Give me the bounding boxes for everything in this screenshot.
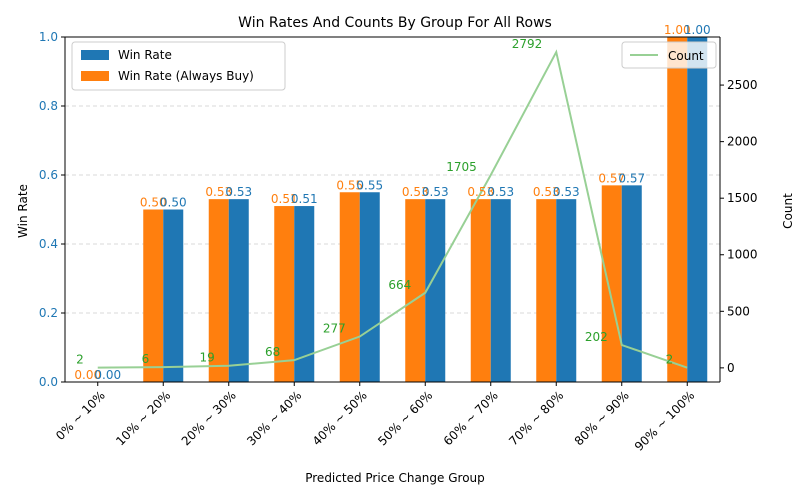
bar-win-rate-always-buy (274, 206, 295, 382)
y-tick-label: 1.0 (39, 30, 58, 44)
y2-tick-label: 1000 (727, 248, 758, 262)
x-tick-label: 20% ~ 30% (179, 388, 239, 448)
bar-label-win-rate: 0.53 (422, 185, 449, 199)
x-tick-label: 0% ~ 10% (53, 388, 108, 443)
x-tick-label: 50% ~ 60% (375, 388, 435, 448)
bar-win-rate-always-buy (208, 199, 229, 382)
bar-label-win-rate: 0.53 (225, 185, 252, 199)
bar-win-rate-always-buy (339, 192, 360, 382)
x-tick-label: 60% ~ 70% (441, 388, 501, 448)
bar-label-win-rate: 0.53 (487, 185, 514, 199)
y2-tick-label: 2000 (727, 135, 758, 149)
legend-frame (71, 41, 286, 91)
x-tick-label: 30% ~ 40% (244, 388, 304, 448)
y-axis-title: Win Rate (16, 184, 30, 238)
bar-win-rate (163, 209, 184, 382)
bar-win-rate-always-buy (143, 209, 164, 382)
bar-label-always-buy: 0.53 (533, 185, 560, 199)
legend-frame (621, 41, 717, 69)
y-tick-label: 0.6 (39, 168, 58, 182)
y-tick-label: 0.2 (39, 306, 58, 320)
bar-win-rate (556, 199, 577, 382)
legend-label-win-rate: Win Rate (118, 48, 172, 62)
legend-swatch-win-rate (81, 50, 109, 60)
x-tick-label: 90% ~ 100% (632, 388, 698, 454)
bar-win-rate (294, 206, 315, 382)
count-label: 202 (585, 330, 608, 344)
y2-tick-label: 2500 (727, 78, 758, 92)
y2-axis-title: Count (781, 193, 795, 229)
x-tick-label: 40% ~ 50% (310, 388, 370, 448)
bar-win-rate-always-buy (405, 199, 426, 382)
count-label: 277 (323, 322, 346, 336)
bar-label-always-buy: 0.50 (140, 196, 167, 210)
y2-tick-label: 0 (727, 361, 735, 375)
x-axis-title: Predicted Price Change Group (305, 471, 485, 485)
x-tick-label: 70% ~ 80% (506, 388, 566, 448)
bar-win-rate (425, 199, 446, 382)
bar-label-always-buy: 0.53 (205, 185, 232, 199)
bar-label-always-buy: 0.53 (467, 185, 494, 199)
data-labels: 0.000.000.500.500.530.53 0.510.510.550.55… (74, 23, 710, 382)
bars (143, 37, 708, 382)
count-label: 2 (666, 353, 674, 367)
count-line-path (97, 49, 688, 369)
bar-label-always-buy: 0.53 (402, 185, 429, 199)
bar-label-always-buy: 0.00 (74, 368, 101, 382)
legend-win-rate: Win Rate Win Rate (Always Buy) (71, 41, 286, 91)
bar-win-rate (621, 185, 642, 382)
x-tick-label: 10% ~ 20% (113, 388, 173, 448)
count-label: 1705 (446, 160, 477, 174)
x-tick-label: 80% ~ 90% (572, 388, 632, 448)
count-label: 2 (76, 353, 84, 367)
bar-win-rate-always-buy (470, 199, 491, 382)
bar-win-rate (687, 37, 708, 382)
bar-label-win-rate: 0.55 (356, 178, 383, 192)
bar-label-always-buy: 0.55 (336, 178, 363, 192)
count-label: 664 (388, 278, 411, 292)
legend-label-always-buy: Win Rate (Always Buy) (118, 69, 254, 83)
bar-label-win-rate: 0.00 (94, 368, 121, 382)
y-tick-label: 0.4 (39, 237, 58, 251)
y-tick-label: 0.8 (39, 99, 58, 113)
chart-title: Win Rates And Counts By Group For All Ro… (238, 15, 552, 31)
bar-label-always-buy: 1.00 (664, 23, 691, 37)
bar-win-rate-always-buy (536, 199, 557, 382)
legend-swatch-always-buy (81, 71, 109, 81)
bar-label-always-buy: 0.57 (598, 171, 625, 185)
bar-win-rate-always-buy (601, 185, 622, 382)
bar-win-rate (490, 199, 511, 382)
y2-tick-label: 1500 (727, 191, 758, 205)
count-line (97, 49, 688, 369)
bar-win-rate (228, 199, 249, 382)
bar-label-win-rate: 0.57 (618, 171, 645, 185)
bar-label-win-rate: 1.00 (684, 23, 711, 37)
y2-tick-label: 500 (727, 304, 750, 318)
legend-label-count: Count (668, 49, 704, 63)
count-label: 6 (142, 352, 150, 366)
count-label: 19 (199, 351, 214, 365)
y-tick-label: 0.0 (39, 375, 58, 389)
bar-label-win-rate: 0.51 (291, 192, 318, 206)
count-label: 2792 (512, 37, 543, 51)
legend-count: Count (621, 41, 717, 69)
count-label: 68 (265, 345, 280, 359)
bar-label-win-rate: 0.53 (553, 185, 580, 199)
bar-label-win-rate: 0.50 (160, 196, 187, 210)
bar-win-rate-always-buy (667, 37, 688, 382)
bar-label-always-buy: 0.51 (271, 192, 298, 206)
bar-win-rate (359, 192, 380, 382)
